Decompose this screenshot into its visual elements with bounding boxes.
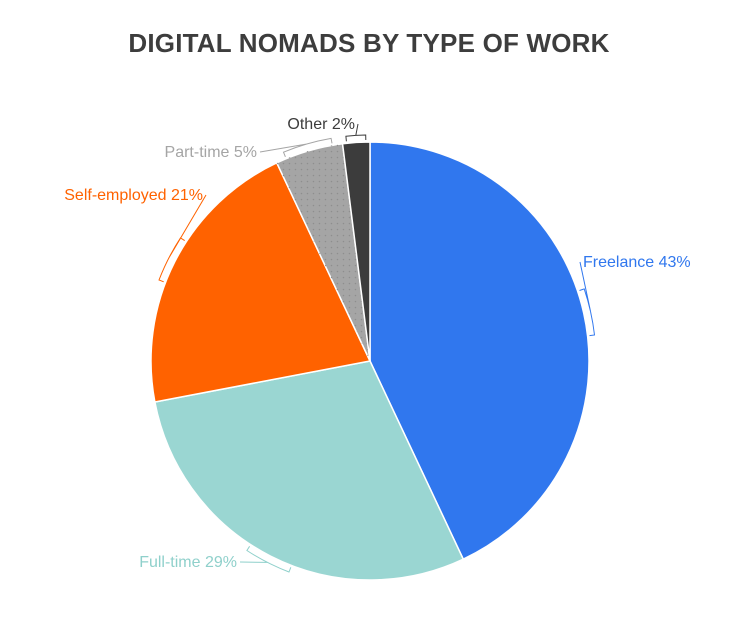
pie-slice-full-time [154,360,465,581]
pie-slice-other [341,141,371,362]
slice-label-freelance: Freelance 43% [583,254,691,271]
pie-slice-self-employed [150,161,372,403]
leader-line-part-time [259,137,333,157]
chart-title: DIGITAL NOMADS BY TYPE OF WORK [128,28,610,58]
pie-slice-freelance [369,141,590,561]
slice-label-self-employed: Self-employed 21% [64,187,203,204]
leader-line-freelance [579,261,596,337]
leader-line-self-employed [158,194,207,283]
leader-line-full-time [239,546,292,573]
leader-line-other [345,123,367,142]
slice-label-full-time: Full-time 29% [139,554,237,571]
slice-label-part-time: Part-time 5% [165,144,257,161]
slice-label-other: Other 2% [287,116,355,133]
pie-slice-texture [276,143,370,361]
